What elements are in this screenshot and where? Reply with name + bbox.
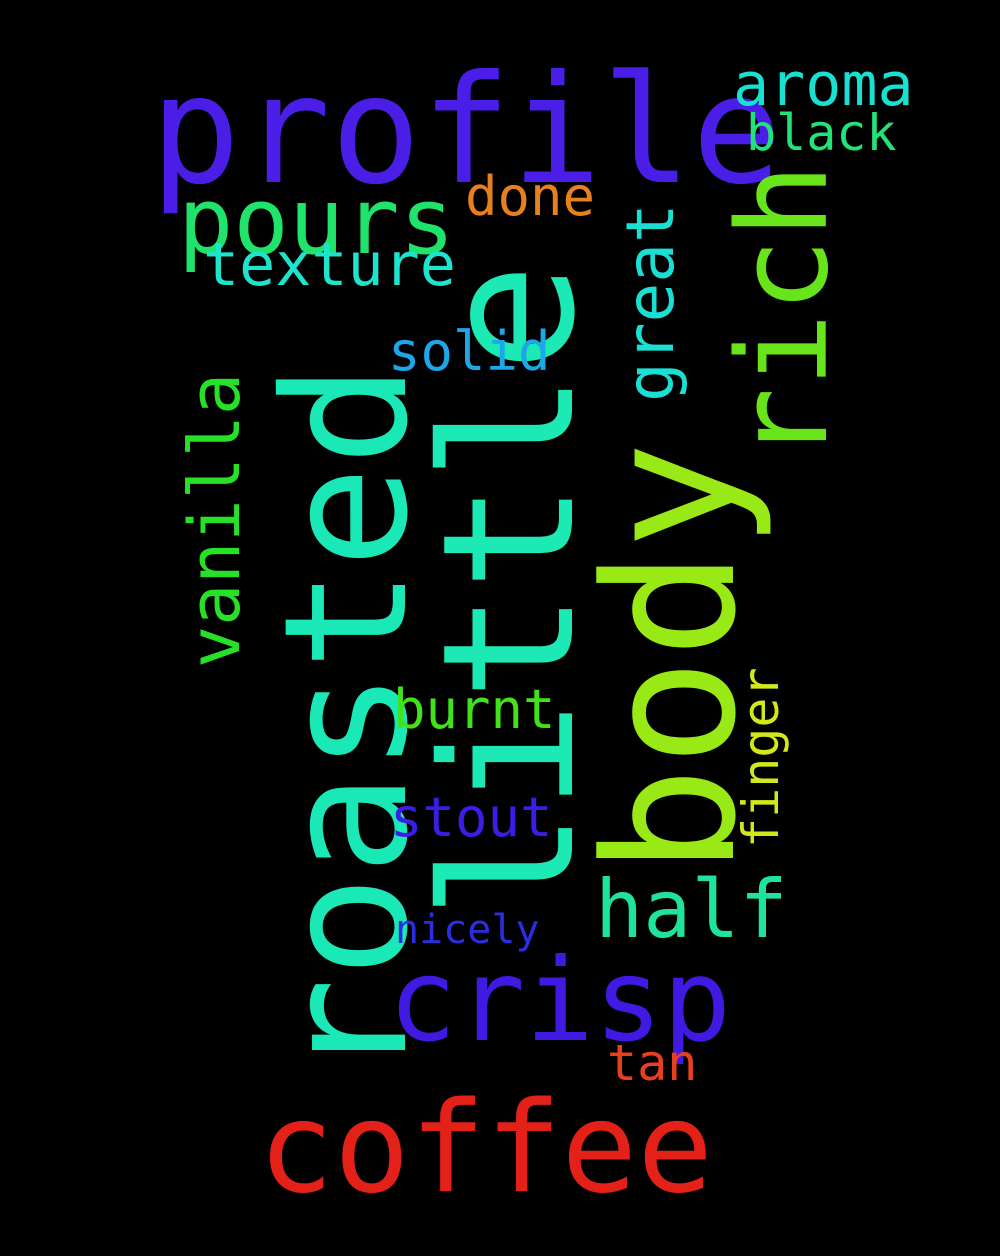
word-texture: texture — [203, 230, 456, 300]
word-rich: rich — [712, 163, 856, 462]
word-solid: solid — [388, 320, 551, 383]
word-stout: stout — [390, 786, 553, 849]
word-pours: pours — [178, 168, 455, 275]
word-great: great — [612, 203, 689, 402]
word-vanilla: vanilla — [174, 372, 256, 668]
word-tan: tan — [607, 1034, 698, 1092]
word-coffee: coffee — [258, 1074, 714, 1221]
word-finger: finger — [732, 667, 790, 848]
word-profile: profile — [150, 44, 783, 218]
word-burnt: burnt — [393, 678, 556, 741]
word-half: half — [595, 863, 788, 956]
word-done: done — [465, 165, 596, 228]
word-aroma: aroma — [733, 50, 914, 120]
word-nicely: nicely — [395, 907, 540, 953]
word-black: black — [746, 104, 897, 162]
word-crisp: crisp — [388, 934, 732, 1067]
